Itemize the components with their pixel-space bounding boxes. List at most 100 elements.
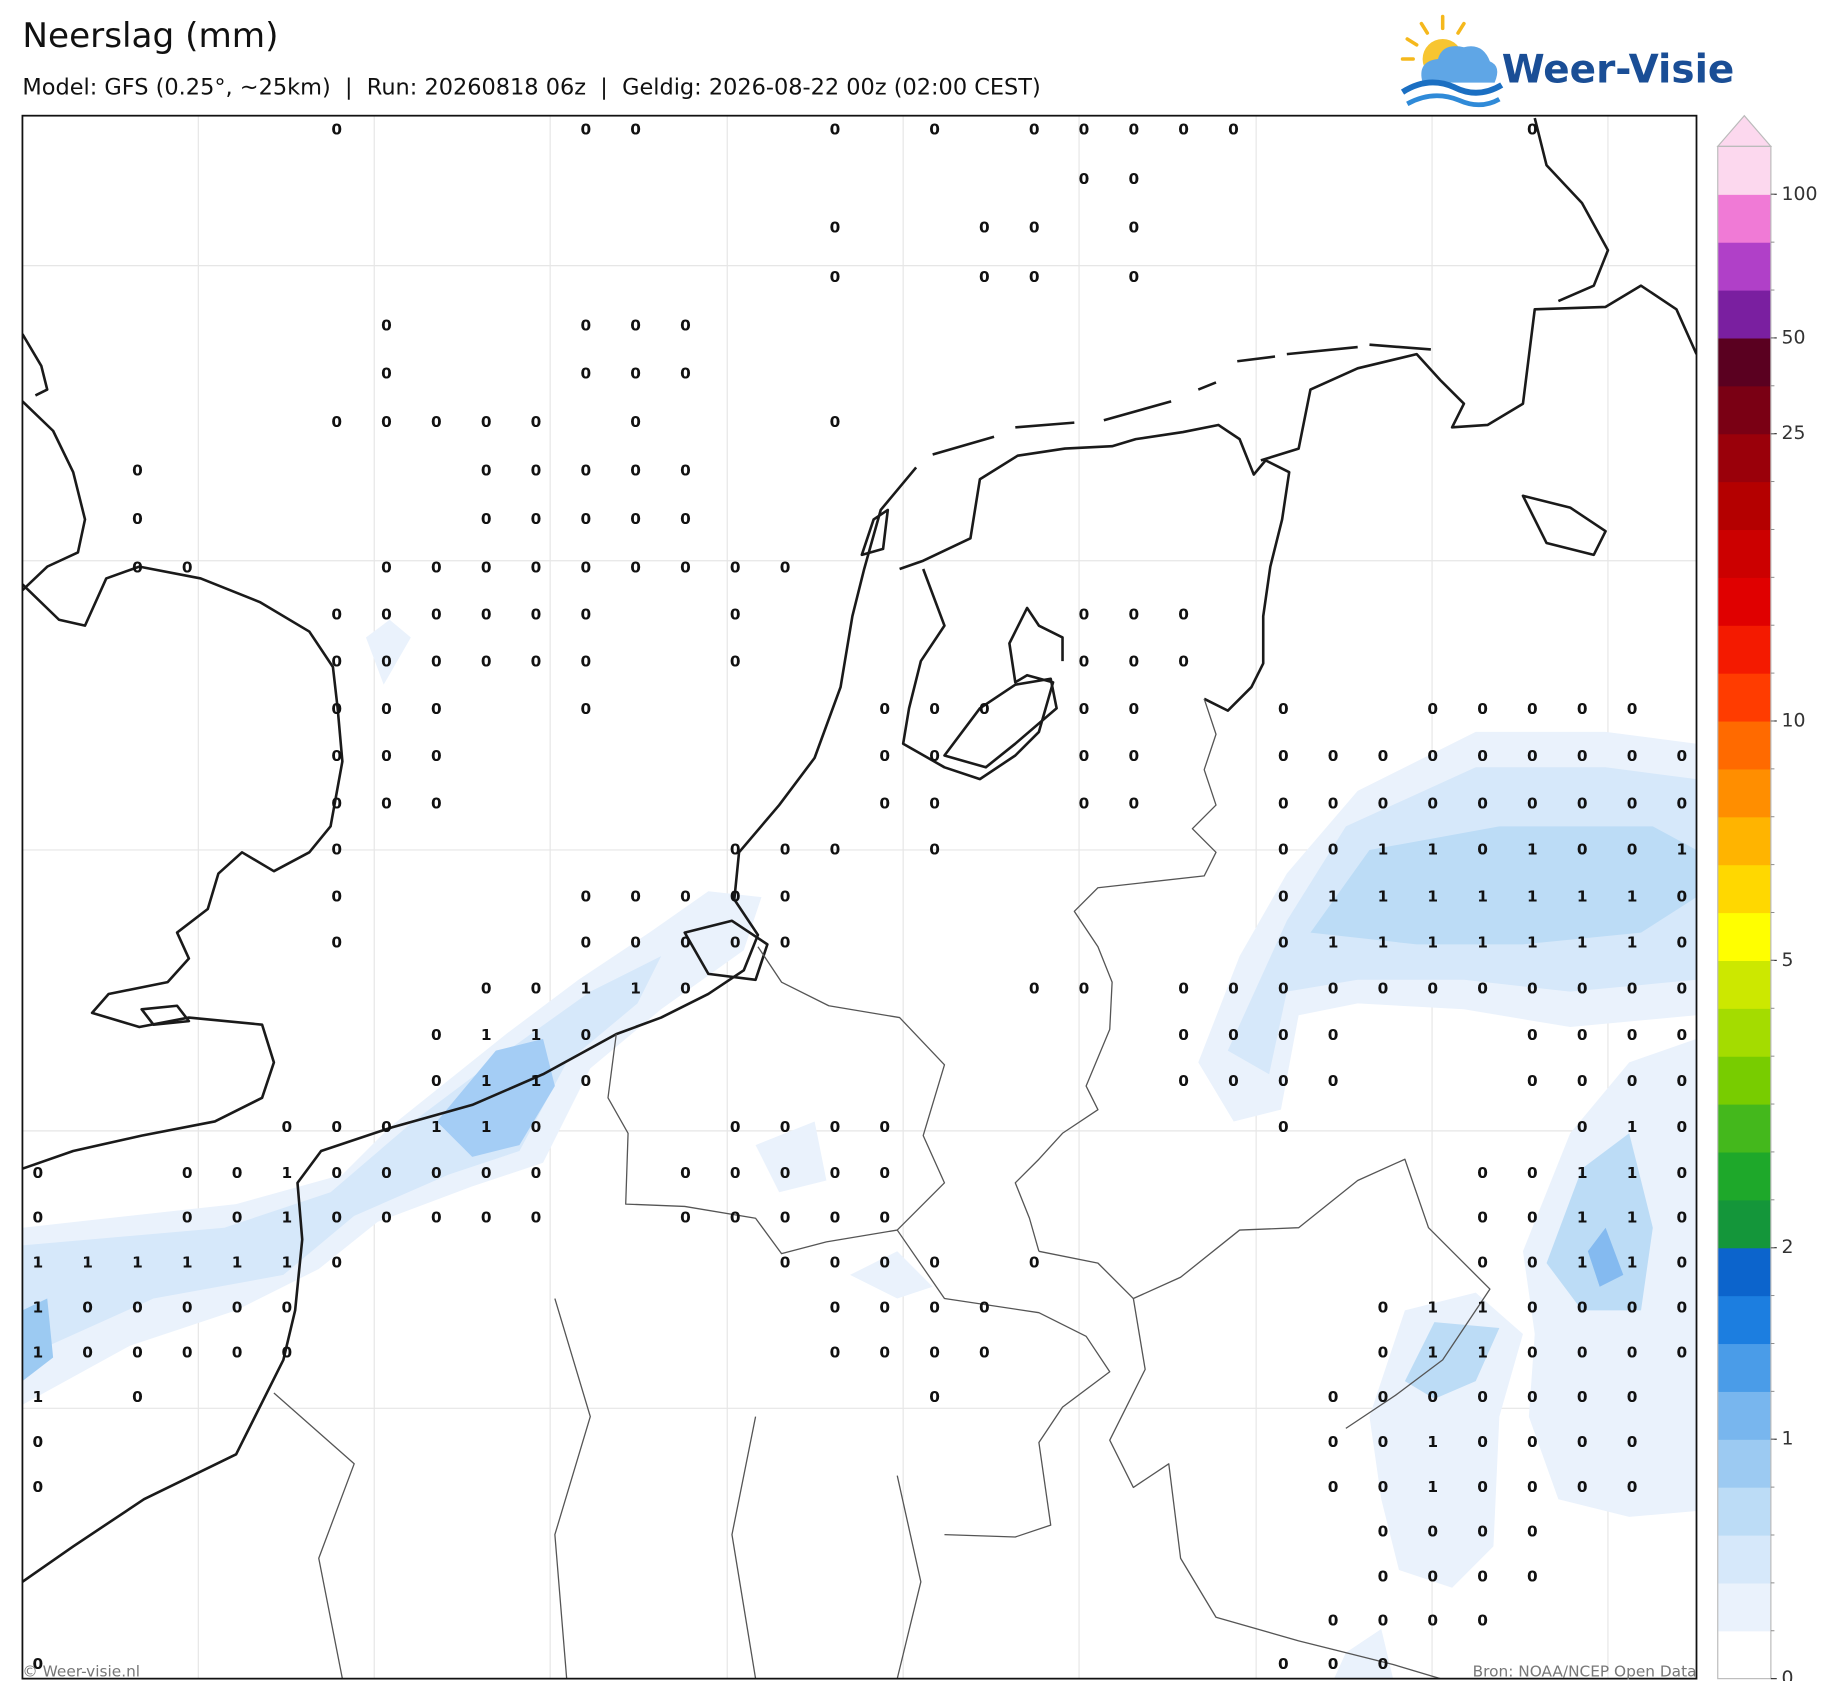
grid-value: 0 bbox=[780, 1164, 791, 1182]
grid-value: 0 bbox=[331, 747, 342, 765]
colorbar-band bbox=[1717, 1104, 1771, 1153]
grid-value: 0 bbox=[830, 1209, 841, 1227]
grid-value: 0 bbox=[82, 1298, 93, 1316]
grid-value: 0 bbox=[730, 840, 741, 858]
grid-value: 1 bbox=[1527, 934, 1538, 952]
grid-value: 0 bbox=[481, 1164, 492, 1182]
grid-value: 0 bbox=[1627, 1072, 1638, 1090]
credit: © Weer-visie.nl bbox=[22, 1662, 140, 1680]
grid-value: 0 bbox=[1577, 794, 1588, 812]
grid-value: 0 bbox=[1527, 1568, 1538, 1586]
colorbar-tick-label: 10 bbox=[1781, 709, 1805, 731]
grid-value: 0 bbox=[1627, 1343, 1638, 1361]
wave bbox=[1406, 93, 1501, 108]
grid-value: 0 bbox=[1477, 1611, 1488, 1629]
grid-value: 0 bbox=[1128, 218, 1139, 236]
colorbar-band bbox=[1717, 1151, 1771, 1201]
grid-value: 0 bbox=[830, 218, 841, 236]
grid-value: 0 bbox=[1577, 1118, 1588, 1136]
grid-value: 1 bbox=[1427, 840, 1438, 858]
grid-value: 1 bbox=[1577, 1209, 1588, 1227]
grid-value: 0 bbox=[730, 606, 741, 624]
grid-value: 0 bbox=[680, 510, 691, 528]
border bbox=[1014, 698, 1217, 1252]
grid-value: 0 bbox=[1627, 840, 1638, 858]
grid-value: 0 bbox=[979, 1298, 990, 1316]
grid-value: 0 bbox=[1228, 120, 1239, 138]
colorbar-band bbox=[1717, 1343, 1771, 1392]
grid-value: 0 bbox=[1527, 1254, 1538, 1272]
grid-value: 0 bbox=[1178, 653, 1189, 671]
grid-value: 0 bbox=[830, 413, 841, 431]
grid-value: 0 bbox=[680, 316, 691, 334]
grid-value: 0 bbox=[381, 1209, 392, 1227]
grid-value: 1 bbox=[531, 1072, 542, 1090]
grid-value: 0 bbox=[830, 1164, 841, 1182]
grid-value: 0 bbox=[1427, 1568, 1438, 1586]
grid-value: 0 bbox=[580, 934, 591, 952]
grid-value: 0 bbox=[381, 1164, 392, 1182]
grid-value: 0 bbox=[1527, 747, 1538, 765]
grid-value: 0 bbox=[1128, 268, 1139, 286]
grid-value: 0 bbox=[1527, 980, 1538, 998]
grid-value: 0 bbox=[1378, 1388, 1389, 1406]
grid-value: 0 bbox=[1577, 1026, 1588, 1044]
source: Bron: NOAA/NCEP Open Data bbox=[1473, 1662, 1697, 1680]
grid-value: 0 bbox=[1527, 1433, 1538, 1451]
grid-value: 0 bbox=[730, 1164, 741, 1182]
grid-value: 0 bbox=[32, 1209, 43, 1227]
grid-value: 0 bbox=[1178, 980, 1189, 998]
grid-value: 0 bbox=[929, 747, 940, 765]
cloud bbox=[1421, 46, 1498, 83]
grid-value: 1 bbox=[1427, 1298, 1438, 1316]
grid-value: 0 bbox=[381, 316, 392, 334]
grid-value: 0 bbox=[1627, 700, 1638, 718]
coastline bbox=[943, 677, 1058, 769]
grid-value: 0 bbox=[182, 1209, 193, 1227]
colorbar-band bbox=[1717, 577, 1771, 626]
coastline bbox=[901, 568, 1064, 781]
grid-value: 0 bbox=[1079, 794, 1090, 812]
precip-area bbox=[1587, 1227, 1624, 1287]
grid-value: 0 bbox=[1527, 1478, 1538, 1496]
grid-value: 0 bbox=[1527, 1343, 1538, 1361]
map-frame bbox=[21, 114, 1698, 1680]
grid-value: 0 bbox=[531, 1209, 542, 1227]
grid-value: 1 bbox=[580, 980, 591, 998]
precip-shading bbox=[22, 619, 1697, 1679]
grid-value: 0 bbox=[979, 700, 990, 718]
grid-value: 0 bbox=[481, 510, 492, 528]
grid-value: 0 bbox=[1378, 747, 1389, 765]
grid-value: 0 bbox=[1477, 1254, 1488, 1272]
grid-value: 0 bbox=[431, 1164, 442, 1182]
precip-area bbox=[1334, 1629, 1394, 1679]
grid-value: 0 bbox=[232, 1164, 243, 1182]
grid-value: 0 bbox=[431, 794, 442, 812]
grid-value: 0 bbox=[1577, 700, 1588, 718]
grid-value: 0 bbox=[1128, 794, 1139, 812]
grid-value: 0 bbox=[331, 1209, 342, 1227]
grid-value: 0 bbox=[1128, 606, 1139, 624]
grid-value: 0 bbox=[630, 316, 641, 334]
precip-area bbox=[1404, 1322, 1500, 1399]
grid-value: 0 bbox=[431, 413, 442, 431]
grid-value: 0 bbox=[1128, 747, 1139, 765]
grid-value: 0 bbox=[132, 462, 143, 480]
grid-value: 0 bbox=[1427, 1611, 1438, 1629]
grid-value: 0 bbox=[780, 558, 791, 576]
grid-value: 0 bbox=[1328, 1655, 1339, 1673]
grid-value: 0 bbox=[381, 747, 392, 765]
colorbar-band bbox=[1717, 385, 1771, 435]
grid-value: 0 bbox=[1228, 980, 1239, 998]
grid-value: 0 bbox=[680, 365, 691, 383]
grid-value: 0 bbox=[929, 1388, 940, 1406]
grid-value: 1 bbox=[1577, 934, 1588, 952]
grid-value: 0 bbox=[580, 365, 591, 383]
grid-value: 0 bbox=[929, 1298, 940, 1316]
grid-value: 0 bbox=[879, 1118, 890, 1136]
grid-value: 0 bbox=[182, 1298, 193, 1316]
grid-value: 1 bbox=[282, 1164, 293, 1182]
precip-area bbox=[1369, 1292, 1523, 1588]
grid-value: 0 bbox=[1328, 1026, 1339, 1044]
